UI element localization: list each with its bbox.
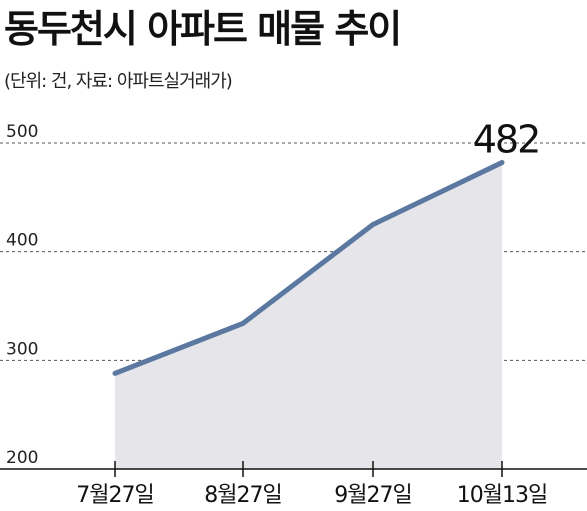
data-point-2	[240, 320, 246, 326]
data-point-3	[370, 222, 376, 227]
x-axis: 7월27일 8월27일 9월27일 10월13일	[0, 461, 587, 508]
x-tick-label-2: 8월27일	[204, 483, 281, 508]
y-tick-label-400: 400	[6, 231, 38, 251]
chart-subtitle: (단위: 건, 자료: 아파트실거래가)	[4, 71, 233, 92]
series-layer	[112, 160, 505, 469]
data-labels: 482	[473, 118, 542, 162]
data-label-482: 482	[473, 118, 540, 162]
x-tick-label-1: 7월27일	[76, 483, 153, 508]
area-fill	[115, 162, 502, 469]
y-tick-label-500: 500	[6, 122, 38, 142]
data-point-1	[112, 370, 118, 376]
gridlines	[0, 142, 587, 361]
x-tick-label-4: 10월13일	[457, 483, 547, 508]
chart-title: 동두천시 아파트 매물 추이	[4, 7, 402, 51]
data-point-4	[499, 160, 505, 166]
y-tick-label-200: 200	[6, 448, 38, 468]
y-tick-label-300: 300	[6, 339, 38, 359]
x-tick-label-3: 9월27일	[334, 483, 411, 508]
y-tick-labels: 200 300 400 500	[6, 122, 38, 468]
series-line	[114, 160, 504, 376]
